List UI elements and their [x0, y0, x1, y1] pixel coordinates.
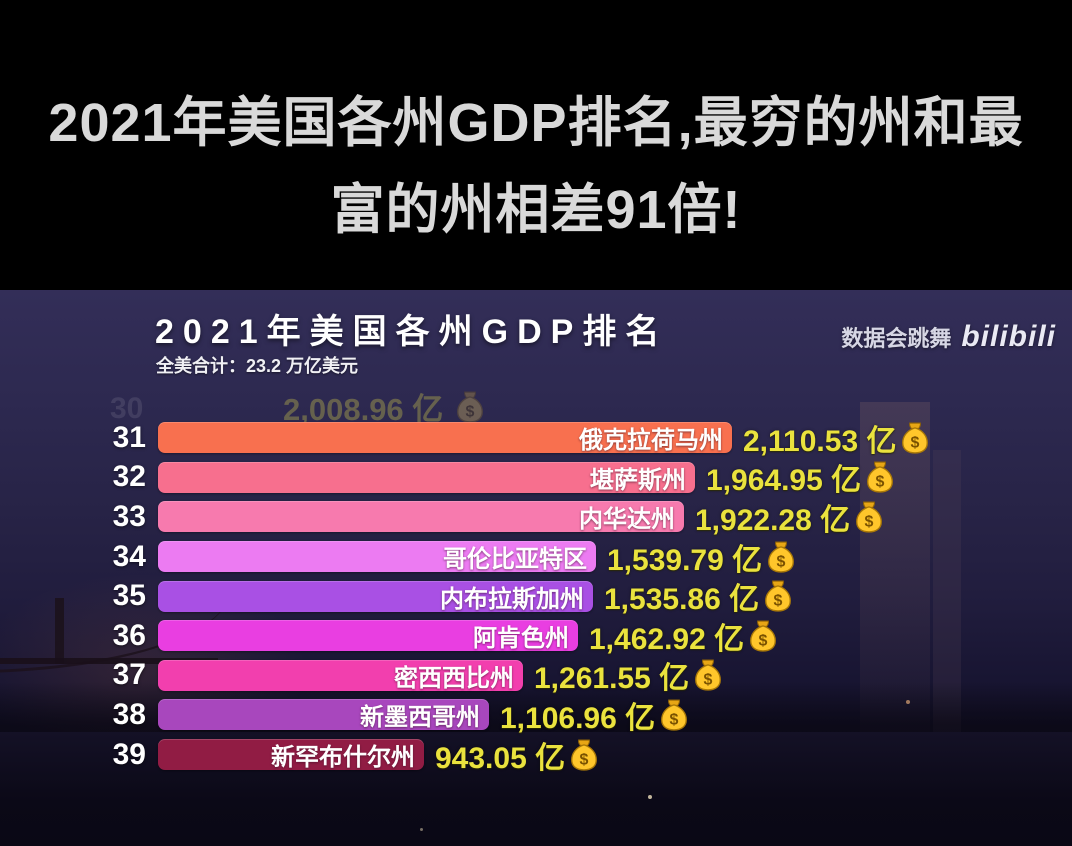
money-bag-icon: $	[660, 699, 688, 731]
bar-state-label: 新罕布什尔州	[271, 744, 415, 772]
boat-light-2	[420, 828, 423, 831]
money-bag-icon: $	[570, 739, 598, 771]
bar-row: 37 密西西比州 1,261.55 亿 $	[0, 656, 1072, 696]
svg-text:$: $	[759, 632, 768, 649]
money-bag-icon: $	[749, 620, 777, 652]
bar-rows: 31 俄克拉荷马州 2,110.53 亿 $ 32 堪萨斯州 1,964.95 …	[0, 418, 1072, 775]
bar-value: 1,462.92 亿	[589, 622, 745, 656]
bar-row: 35 内布拉斯加州 1,535.86 亿 $	[0, 576, 1072, 616]
svg-text:$: $	[774, 593, 783, 610]
headline-line2: 富的州相差91倍!	[330, 180, 742, 240]
bar-value: 1,535.86 亿	[604, 583, 760, 617]
bar-value: 1,964.95 亿	[706, 464, 862, 498]
ghost-rank: 30	[110, 392, 144, 425]
money-bag-icon: $	[694, 659, 722, 691]
watermark: 数据会跳舞 bilibili	[841, 320, 1056, 354]
ghost-value-text: 2,008.96 亿	[283, 392, 444, 427]
bar: 内华达州	[158, 501, 684, 534]
bar-row: 39 新罕布什尔州 943.05 亿 $	[0, 735, 1072, 775]
bar: 俄克拉荷马州	[158, 422, 732, 455]
money-bag-icon: $	[764, 580, 792, 612]
bar-state-label: 阿肯色州	[473, 625, 569, 653]
svg-text:$: $	[670, 712, 679, 729]
bilibili-logo: bilibili	[961, 320, 1056, 353]
bar: 哥伦比亚特区	[158, 541, 596, 574]
bar-state-label: 哥伦比亚特区	[443, 546, 587, 574]
row-rank: 31	[112, 420, 146, 454]
ghost-row: 2,008.96 亿 $	[283, 384, 484, 429]
watermark-text: 数据会跳舞	[841, 326, 952, 351]
row-rank: 32	[112, 460, 146, 494]
bar-row: 31 俄克拉荷马州 2,110.53 亿 $	[0, 418, 1072, 458]
bar: 新罕布什尔州	[158, 739, 424, 772]
bar-state-label: 密西西比州	[394, 664, 514, 692]
row-rank: 38	[112, 697, 146, 731]
bar-row: 36 阿肯色州 1,462.92 亿 $	[0, 616, 1072, 656]
boat-light	[648, 795, 652, 799]
svg-text:$: $	[466, 403, 475, 420]
bar-row: 32 堪萨斯州 1,964.95 亿 $	[0, 458, 1072, 498]
svg-text:$: $	[865, 514, 874, 531]
svg-text:$: $	[876, 474, 885, 491]
row-rank: 35	[112, 579, 146, 613]
bar-row: 34 哥伦比亚特区 1,539.79 亿 $	[0, 537, 1072, 577]
money-bag-icon: $	[901, 422, 929, 454]
bar: 内布拉斯加州	[158, 580, 593, 613]
bar-state-label: 堪萨斯州	[590, 466, 686, 494]
svg-text:$: $	[580, 751, 589, 768]
headline-line1: 2021年美国各州GDP排名,最穷的州和最	[48, 93, 1024, 153]
bar-state-label: 内华达州	[579, 506, 675, 534]
bar-value: 1,539.79 亿	[607, 543, 763, 577]
bar-value: 943.05 亿	[435, 741, 566, 775]
video-frame: 2021年美国各州GDP排名 数据会跳舞 bilibili 全美合计：23.2 …	[0, 290, 1072, 846]
chart-title: 2021年美国各州GDP排名	[155, 313, 669, 351]
bar-state-label: 内布拉斯加州	[440, 585, 584, 613]
bar: 阿肯色州	[158, 620, 578, 653]
chart-subtitle: 全美合计：23.2 万亿美元	[156, 356, 359, 376]
bar-value: 1,106.96 亿	[500, 701, 656, 735]
row-rank: 33	[112, 499, 146, 533]
video-headline: 2021年美国各州GDP排名,最穷的州和最 富的州相差91倍!	[0, 0, 1072, 292]
money-bag-icon: $	[767, 541, 795, 573]
svg-text:$: $	[911, 434, 920, 451]
money-bag-icon: $	[456, 391, 484, 423]
row-rank: 36	[112, 618, 146, 652]
bar-value: 1,922.28 亿	[695, 503, 851, 537]
row-rank: 34	[112, 539, 146, 573]
money-bag-icon: $	[855, 501, 883, 533]
svg-text:$: $	[704, 672, 713, 689]
bar-state-label: 俄克拉荷马州	[579, 427, 723, 455]
bar-state-label: 新墨西哥州	[360, 704, 480, 732]
bar-row: 33 内华达州 1,922.28 亿 $	[0, 497, 1072, 537]
bar: 新墨西哥州	[158, 699, 489, 732]
bar-value: 2,110.53 亿	[743, 424, 897, 458]
row-rank: 39	[112, 737, 146, 771]
bar-value: 1,261.55 亿	[534, 662, 690, 696]
row-rank: 37	[112, 658, 146, 692]
money-bag-icon: $	[866, 461, 894, 494]
bar: 堪萨斯州	[158, 461, 695, 494]
bar-row: 38 新墨西哥州 1,106.96 亿 $	[0, 695, 1072, 735]
bar: 密西西比州	[158, 659, 523, 692]
svg-text:$: $	[777, 553, 786, 570]
